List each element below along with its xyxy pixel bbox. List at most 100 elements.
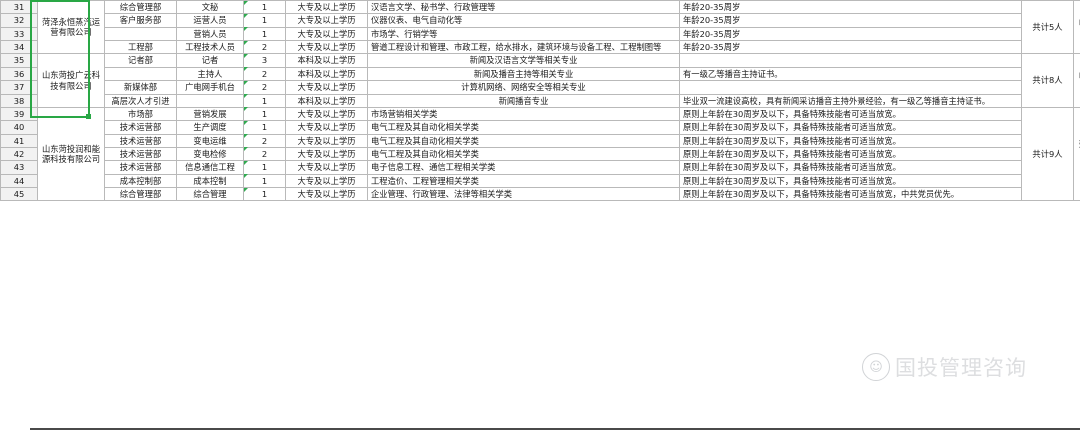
- row-number-header[interactable]: 45: [0, 187, 38, 202]
- major-cell[interactable]: 新闻及汉语言文学等相关专业: [367, 53, 680, 68]
- position-cell[interactable]: 记者: [176, 53, 244, 68]
- requirement-cell[interactable]: 有一级乙等播音主持证书。: [679, 66, 1022, 82]
- table-row[interactable]: 44 成本控制部 成本控制 1 大专及以上学历 工程造价、工程管理相关学类 原则上年龄在30…: [0, 173, 1080, 189]
- position-cell[interactable]: 运营人员: [176, 13, 244, 28]
- education-cell[interactable]: 大专及以上学历: [285, 13, 368, 28]
- education-cell[interactable]: 本科及以上学历: [285, 53, 368, 68]
- address-cell[interactable]: 菏泽市开发区人民路1388号盛典国际A座: [1073, 106, 1080, 202]
- recruitment-table[interactable]: 31 菏泽永恒蒸汽运营有限公司 综合管理部 文秘 1 大专及以上学历 汉语言文学、秘书学、行…: [0, 0, 1080, 202]
- headcount-cell[interactable]: 1: [243, 173, 286, 189]
- requirement-cell[interactable]: 原则上年龄在30周岁及以下，具备特殊技能者可适当放宽，中共党员优先。: [679, 187, 1022, 202]
- major-cell[interactable]: 汉语言文学、秘书学、行政管理等: [367, 0, 680, 15]
- major-cell[interactable]: 仪器仪表、电气自动化等: [367, 13, 680, 28]
- major-cell[interactable]: 电气工程及其自动化相关学类: [367, 133, 680, 148]
- headcount-cell[interactable]: 2: [243, 133, 286, 148]
- department-cell[interactable]: [104, 66, 177, 82]
- headcount-cell[interactable]: 1: [243, 160, 286, 175]
- table-row[interactable]: 41 技术运营部 变电运维 2 大专及以上学历 电气工程及其自动化相关学类 原则上年龄在30…: [0, 133, 1080, 148]
- row-number-header[interactable]: 38: [0, 93, 38, 108]
- department-cell[interactable]: 技术运营部: [104, 146, 177, 162]
- table-row[interactable]: 34 工程部 工程技术人员 2 大专及以上学历 管道工程设计和管理、市政工程，给水排水，建…: [0, 40, 1080, 55]
- education-cell[interactable]: 大专及以上学历: [285, 133, 368, 148]
- row-number-header[interactable]: 40: [0, 120, 38, 135]
- position-cell[interactable]: [176, 93, 244, 108]
- education-cell[interactable]: 本科及以上学历: [285, 93, 368, 108]
- position-cell[interactable]: 广电网手机台: [176, 80, 244, 95]
- position-cell[interactable]: 变电运维: [176, 133, 244, 148]
- major-cell[interactable]: 计算机网络、网络安全等相关专业: [367, 80, 680, 95]
- company-name-cell[interactable]: 菏泽永恒蒸汽运营有限公司: [37, 0, 105, 55]
- row-number-header[interactable]: 44: [0, 173, 38, 189]
- major-cell[interactable]: 新闻播音专业: [367, 93, 680, 108]
- position-cell[interactable]: 综合管理: [176, 187, 244, 202]
- department-cell[interactable]: 综合管理部: [104, 187, 177, 202]
- department-cell[interactable]: 综合管理部: [104, 0, 177, 15]
- requirement-cell[interactable]: 原则上年龄在30周岁及以下，具备特殊技能者可适当放宽。: [679, 133, 1022, 148]
- row-number-header[interactable]: 41: [0, 133, 38, 148]
- department-cell[interactable]: 技术运营部: [104, 120, 177, 135]
- row-number-header[interactable]: 31: [0, 0, 38, 15]
- education-cell[interactable]: 大专及以上学历: [285, 120, 368, 135]
- requirement-cell[interactable]: 原则上年龄在30周岁及以下，具备特殊技能者可适当放宽。: [679, 146, 1022, 162]
- requirement-cell[interactable]: [679, 80, 1022, 95]
- table-row[interactable]: 32 客户服务部 运营人员 1 大专及以上学历 仪器仪表、电气自动化等 年龄20-35周岁: [0, 13, 1080, 28]
- headcount-cell[interactable]: 3: [243, 53, 286, 68]
- department-cell[interactable]: 高层次人才引进: [104, 93, 177, 108]
- department-cell[interactable]: 技术运营部: [104, 133, 177, 148]
- requirement-cell[interactable]: 原则上年龄在30周岁及以下，具备特殊技能者可适当放宽。: [679, 106, 1022, 122]
- position-cell[interactable]: 营销人员: [176, 26, 244, 42]
- headcount-cell[interactable]: 1: [243, 93, 286, 108]
- education-cell[interactable]: 大专及以上学历: [285, 187, 368, 202]
- requirement-cell[interactable]: 原则上年龄在30周岁及以下，具备特殊技能者可适当放宽。: [679, 173, 1022, 189]
- education-cell[interactable]: 本科及以上学历: [285, 66, 368, 82]
- table-row[interactable]: 39 山东菏投润和能源科技有限公司 市场部 营销发展 1 大专及以上学历 市场营销相关学类原…: [0, 106, 1080, 202]
- table-row[interactable]: 36 主持人 2 本科及以上学历 新闻及播音主持等相关专业 有一级乙等播音主持证书。: [0, 66, 1080, 82]
- row-number-header[interactable]: 37: [0, 80, 38, 95]
- table-row[interactable]: 42 技术运营部 变电检修 2 大专及以上学历 电气工程及其自动化相关学类 原则上年龄在30…: [0, 146, 1080, 162]
- department-cell[interactable]: [104, 26, 177, 42]
- row-number-header[interactable]: 33: [0, 26, 38, 42]
- department-cell[interactable]: 客户服务部: [104, 13, 177, 28]
- headcount-cell[interactable]: 1: [243, 26, 286, 42]
- department-cell[interactable]: 市场部: [104, 106, 177, 122]
- position-cell[interactable]: 营销发展: [176, 106, 244, 122]
- table-row[interactable]: 37 新媒体部 广电网手机台 2 大专及以上学历 计算机网络、网络安全等相关专业: [0, 80, 1080, 95]
- requirement-cell[interactable]: 年龄20-35周岁: [679, 40, 1022, 55]
- department-cell[interactable]: 成本控制部: [104, 173, 177, 189]
- table-row[interactable]: 43 技术运营部 信息通信工程 1 大专及以上学历 电子信息工程、通信工程相关学类 原则上年…: [0, 160, 1080, 175]
- total-headcount-cell[interactable]: 共计9人: [1021, 106, 1074, 202]
- major-cell[interactable]: 电气工程及其自动化相关学类: [367, 146, 680, 162]
- education-cell[interactable]: 大专及以上学历: [285, 80, 368, 95]
- position-cell[interactable]: 变电检修: [176, 146, 244, 162]
- row-number-header[interactable]: 39: [0, 106, 38, 122]
- education-cell[interactable]: 大专及以上学历: [285, 40, 368, 55]
- total-headcount-cell[interactable]: 共计5人: [1021, 0, 1074, 55]
- headcount-cell[interactable]: 2: [243, 40, 286, 55]
- headcount-cell[interactable]: 2: [243, 66, 286, 82]
- headcount-cell[interactable]: 1: [243, 187, 286, 202]
- table-row[interactable]: 40 技术运营部 生产调度 1 大专及以上学历 电气工程及其自动化相关学类 原则上年龄在30…: [0, 120, 1080, 135]
- requirement-cell[interactable]: 毕业双一流建设高校，具有新闻采访播音主持外景经验，有一级乙等播音主持证书。: [679, 93, 1022, 108]
- headcount-cell[interactable]: 2: [243, 80, 286, 95]
- education-cell[interactable]: 大专及以上学历: [285, 26, 368, 42]
- major-cell[interactable]: 管道工程设计和管理、市政工程，给水排水，建筑环境与设备工程、工程制图等: [367, 40, 680, 55]
- major-cell[interactable]: 电子信息工程、通信工程相关学类: [367, 160, 680, 175]
- row-number-header[interactable]: 34: [0, 40, 38, 55]
- position-cell[interactable]: 成本控制: [176, 173, 244, 189]
- requirement-cell[interactable]: 年龄20-35周岁: [679, 0, 1022, 15]
- major-cell[interactable]: 市场学、行销学等: [367, 26, 680, 42]
- total-headcount-cell[interactable]: 共计8人: [1021, 53, 1074, 108]
- education-cell[interactable]: 大专及以上学历: [285, 173, 368, 189]
- requirement-cell[interactable]: 原则上年龄在30周岁及以下，具备特殊技能者可适当放宽。: [679, 120, 1022, 135]
- department-cell[interactable]: 记者部: [104, 53, 177, 68]
- education-cell[interactable]: 大专及以上学历: [285, 160, 368, 175]
- position-cell[interactable]: 工程技术人员: [176, 40, 244, 55]
- education-cell[interactable]: 大专及以上学历: [285, 146, 368, 162]
- company-name-cell[interactable]: 山东菏投润和能源科技有限公司: [37, 106, 105, 202]
- requirement-cell[interactable]: 年龄20-35周岁: [679, 13, 1022, 28]
- position-cell[interactable]: 主持人: [176, 66, 244, 82]
- education-cell[interactable]: 大专及以上学历: [285, 106, 368, 122]
- headcount-cell[interactable]: 1: [243, 13, 286, 28]
- major-cell[interactable]: 电气工程及其自动化相关学类: [367, 120, 680, 135]
